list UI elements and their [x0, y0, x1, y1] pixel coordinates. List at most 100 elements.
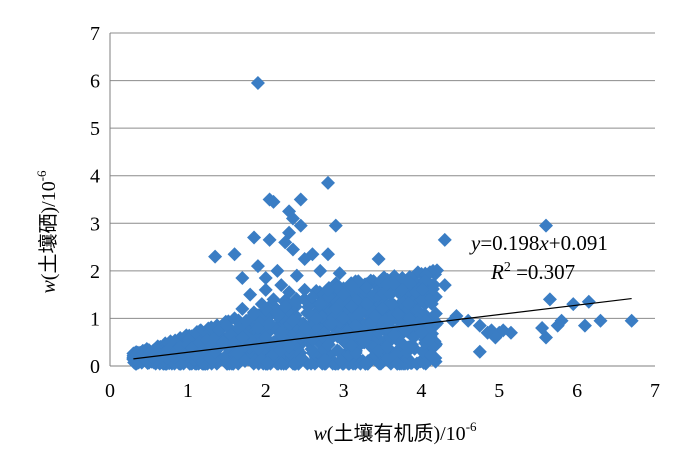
data-point [437, 232, 452, 247]
y-axis-title-exponent: -6 [34, 170, 49, 181]
data-point [437, 278, 452, 293]
data-point [359, 280, 374, 295]
x-tick-label: 2 [261, 380, 271, 402]
data-point [554, 313, 569, 328]
data-point [336, 287, 351, 302]
data-point [383, 287, 398, 302]
data-point [262, 316, 277, 331]
data-point [239, 313, 254, 328]
data-point [289, 294, 304, 309]
data-point [356, 330, 371, 345]
data-point [297, 282, 312, 297]
x-tick-label: 5 [494, 380, 504, 402]
data-point [352, 306, 367, 321]
data-point [258, 270, 273, 285]
y-tick-label: 5 [90, 118, 100, 140]
data-point [371, 251, 386, 266]
trendline [133, 297, 632, 360]
data-point [289, 268, 304, 283]
data-point [581, 294, 596, 309]
data-point [250, 320, 265, 335]
data-point [266, 194, 281, 209]
y-axis-tick-labels: 0 1 2 3 4 5 6 7 [90, 23, 100, 378]
r-squared-label: R2 =0.307 [490, 260, 575, 284]
data-point [367, 309, 382, 324]
data-point [321, 247, 335, 262]
equation-coefficient: =0.198 [480, 231, 539, 255]
data-point [274, 356, 289, 371]
data-point [328, 218, 343, 233]
y-axis-title-group: w(土壤硒)/10-6 [34, 170, 60, 294]
y-tick-label: 7 [90, 23, 100, 45]
data-point [461, 313, 476, 328]
data-point [344, 278, 359, 293]
data-points [126, 75, 639, 371]
data-point [285, 242, 300, 257]
data-point [313, 263, 328, 278]
data-point [321, 282, 335, 297]
data-point [344, 338, 359, 353]
data-point [401, 296, 416, 311]
data-point [348, 318, 363, 333]
data-point [282, 339, 297, 354]
data-point [324, 316, 339, 331]
regression-equation: y=0.198x+0.091 [469, 231, 608, 255]
x-axis-title-var: w [313, 423, 327, 445]
data-point [503, 325, 518, 340]
x-axis-title: w(土壤有机质)/10-6 [313, 419, 477, 445]
data-point [237, 354, 252, 369]
data-point [321, 175, 335, 190]
data-point [539, 330, 553, 345]
equation-x-var: x [538, 231, 549, 255]
data-point [375, 301, 390, 316]
data-point [293, 218, 308, 233]
data-point [321, 337, 336, 352]
x-tick-label: 7 [650, 380, 660, 402]
data-point [313, 297, 328, 312]
data-point [422, 332, 437, 347]
data-point [394, 282, 409, 297]
data-point [250, 75, 265, 90]
data-point [274, 325, 289, 340]
data-point [262, 232, 277, 247]
y-axis-title-var: w [38, 280, 60, 294]
data-point [387, 328, 402, 343]
y-tick-label: 0 [90, 356, 100, 378]
data-point [266, 292, 281, 307]
data-point [278, 235, 293, 250]
data-point [285, 313, 300, 328]
data-point [304, 342, 319, 357]
data-point [424, 347, 439, 362]
data-point [293, 192, 308, 207]
data-point [297, 320, 312, 335]
data-point [390, 356, 405, 371]
data-point [243, 287, 258, 302]
x-tick-label: 4 [416, 380, 426, 402]
data-point [336, 311, 351, 326]
data-point [282, 285, 297, 300]
equation-intercept: +0.091 [549, 231, 608, 255]
data-point [208, 249, 223, 264]
data-point [414, 325, 429, 340]
data-point [258, 282, 273, 297]
data-point [577, 318, 592, 333]
data-point [425, 282, 440, 297]
r-squared-exponent: 2 [504, 260, 511, 275]
y-tick-label: 2 [90, 261, 100, 283]
horizontal-gridlines [110, 32, 655, 319]
data-point [318, 353, 333, 368]
data-point [472, 318, 487, 333]
y-tick-label: 1 [90, 308, 100, 330]
x-tick-label: 0 [105, 380, 115, 402]
data-point [270, 306, 285, 321]
equation-y-var: y [469, 231, 481, 255]
data-point [274, 278, 289, 293]
data-point [304, 356, 319, 371]
data-point [230, 346, 245, 361]
data-point [254, 297, 269, 312]
data-point [416, 355, 431, 370]
data-point [328, 301, 343, 316]
data-point [344, 299, 359, 314]
y-tick-label: 4 [90, 166, 100, 188]
data-point [260, 355, 275, 370]
